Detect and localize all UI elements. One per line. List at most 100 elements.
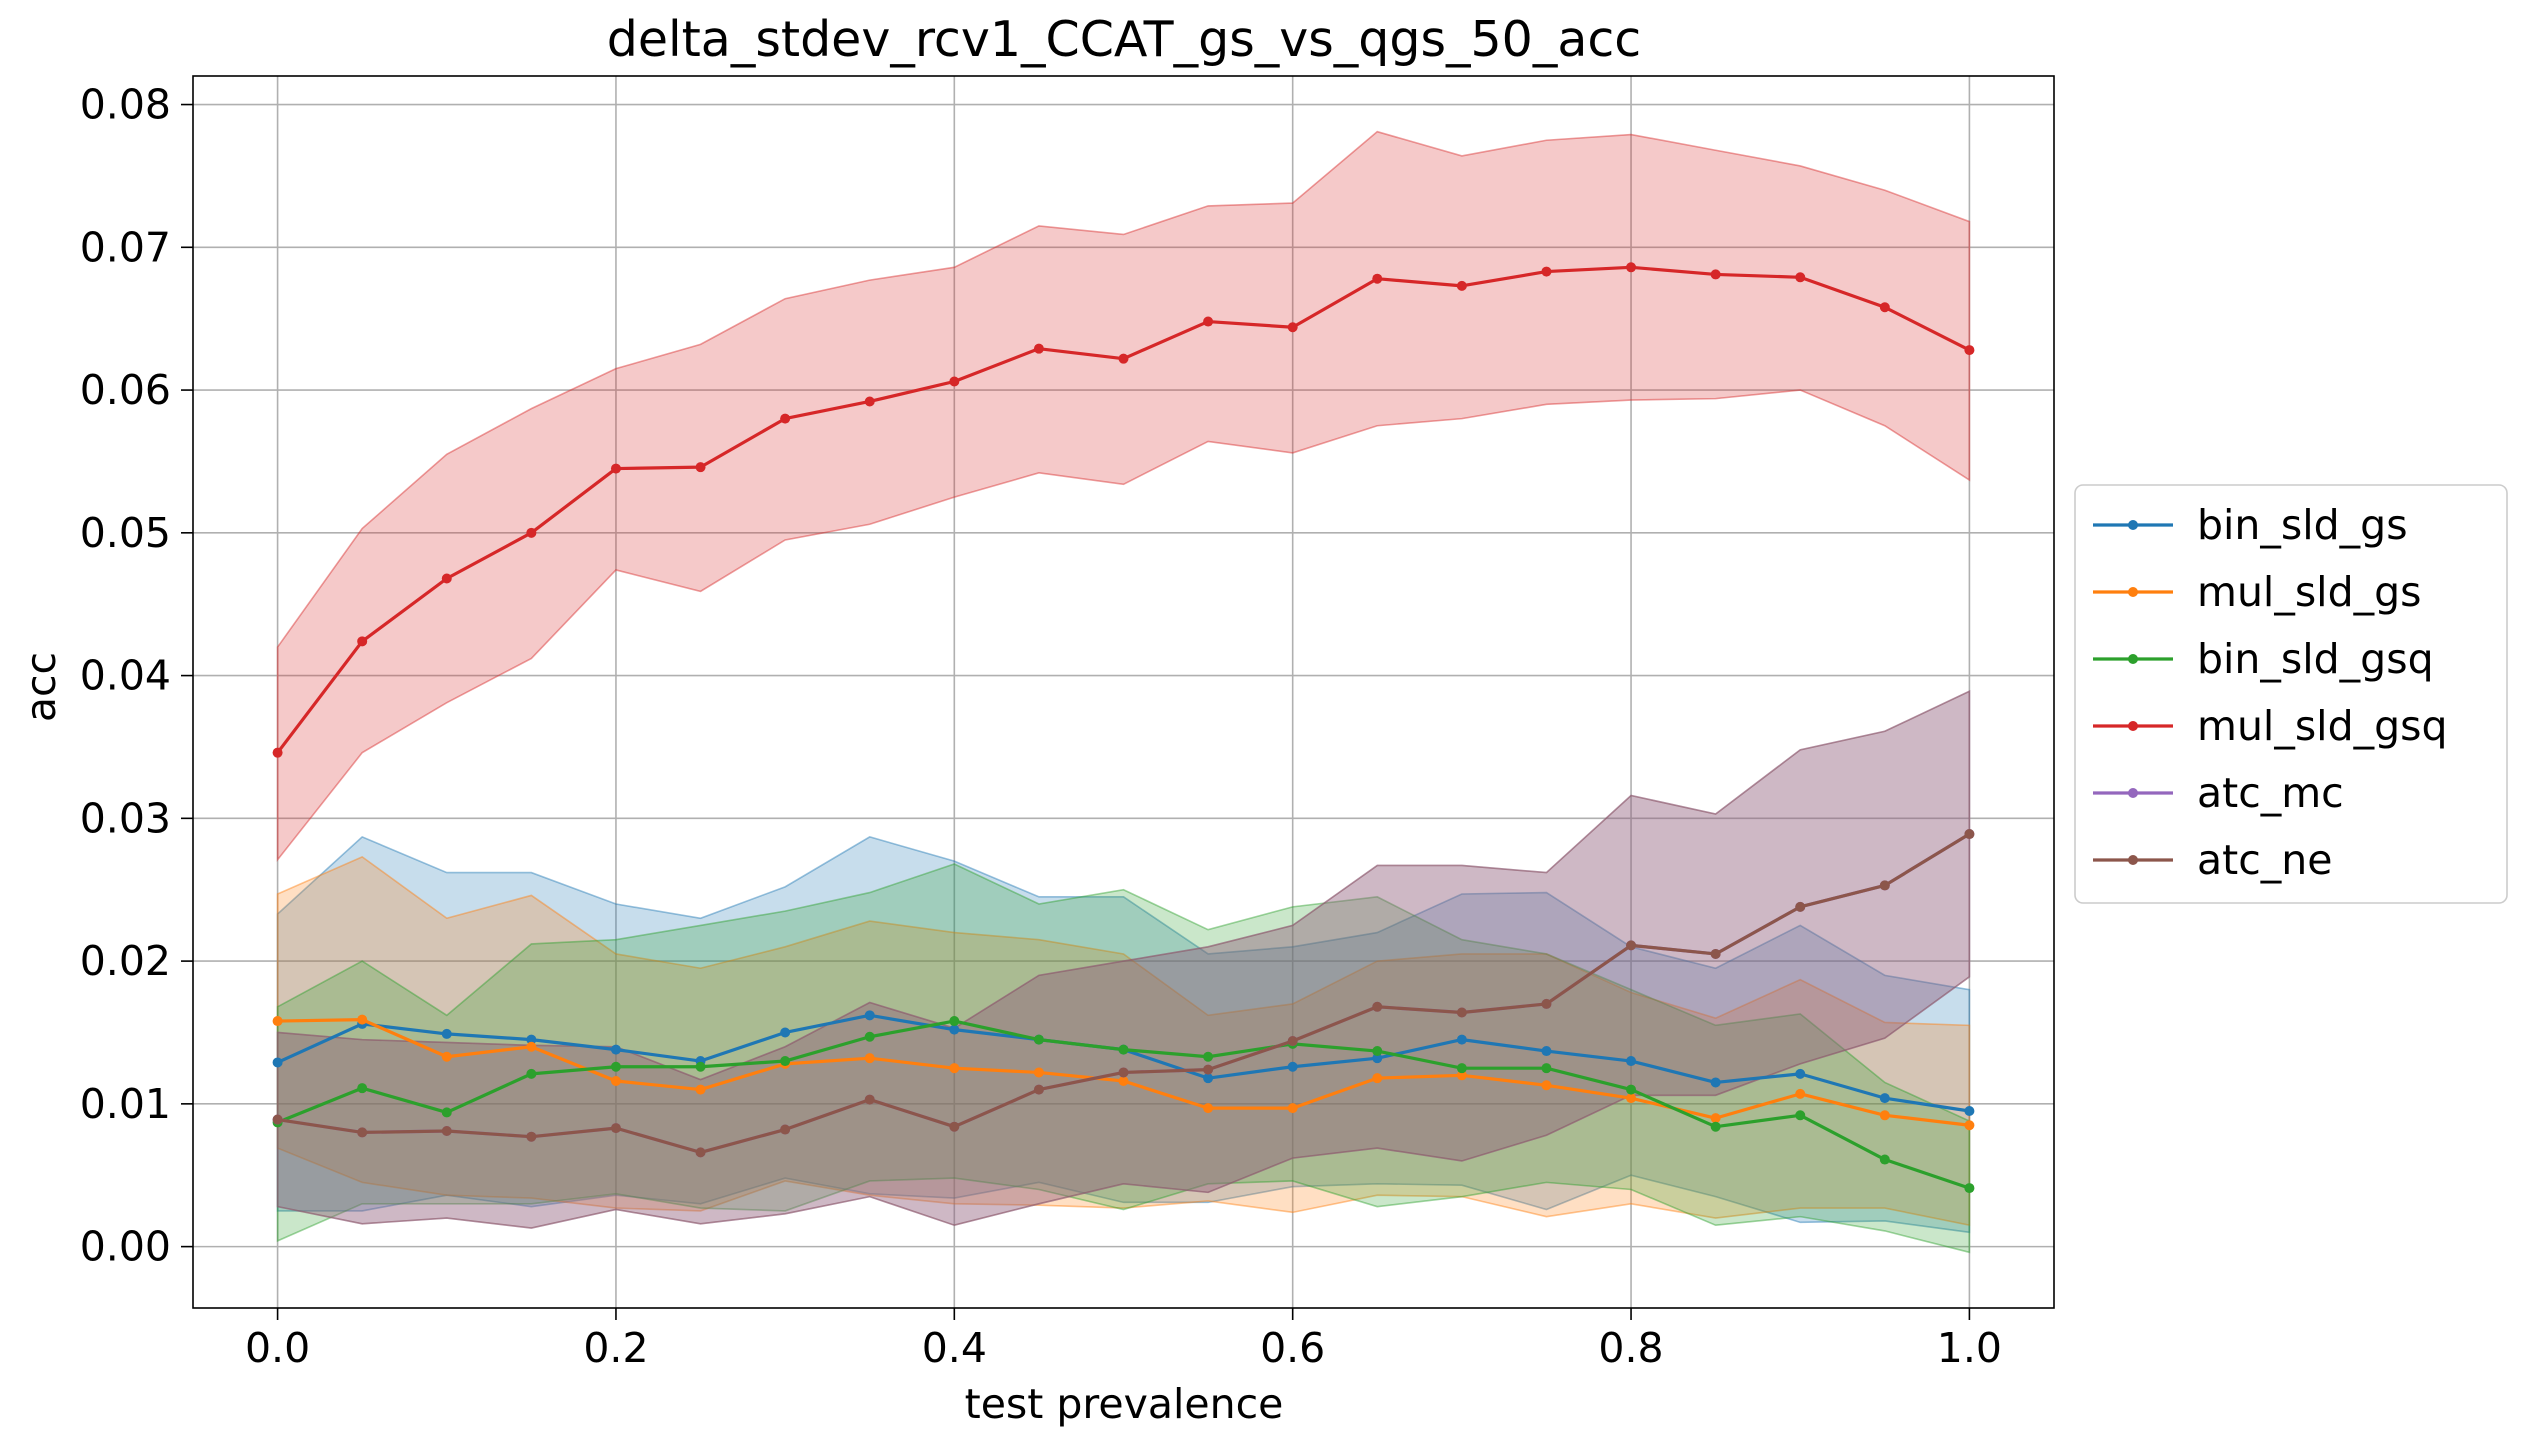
point-bin_sld_gs: [864, 1010, 875, 1021]
legend-marker-bin_sld_gsq: [2128, 654, 2138, 664]
x-tick-label: 0.4: [922, 1324, 987, 1372]
x-axis-label: test prevalence: [965, 1380, 1284, 1428]
point-mul_sld_gsq: [864, 396, 875, 407]
point-bin_sld_gs: [272, 1057, 283, 1068]
point-bin_sld_gs: [949, 1024, 960, 1035]
point-bin_sld_gsq: [441, 1107, 452, 1118]
x-tick-label: 0.8: [1598, 1324, 1663, 1372]
point-atc_ne: [780, 1124, 791, 1135]
point-mul_sld_gs: [864, 1053, 875, 1064]
band-mul_sld_gs: [276, 855, 1971, 1227]
point-mul_sld_gsq: [272, 747, 283, 758]
point-mul_sld_gsq: [1203, 316, 1214, 327]
x-tick-label: 0.6: [1260, 1324, 1325, 1372]
point-mul_sld_gsq: [695, 462, 706, 473]
point-atc_ne: [1456, 1007, 1467, 1018]
legend-marker-mul_sld_gs: [2128, 587, 2138, 597]
point-bin_sld_gsq: [1879, 1154, 1890, 1165]
point-bin_sld_gs: [1203, 1073, 1214, 1084]
point-bin_sld_gsq: [1626, 1084, 1637, 1095]
legend: bin_sld_gs mul_sld_gs bin_sld_gsq mul_sld_g…: [2074, 484, 2508, 904]
y-tick-label: 0.02: [80, 937, 171, 985]
plot-frame: [192, 75, 2055, 1309]
point-mul_sld_gs: [1118, 1076, 1129, 1087]
point-mul_sld_gs: [1203, 1103, 1214, 1114]
point-mul_sld_gsq: [1795, 272, 1806, 283]
point-bin_sld_gsq: [1118, 1044, 1129, 1055]
point-bin_sld_gs: [1710, 1077, 1721, 1088]
point-mul_sld_gsq: [441, 573, 452, 584]
point-mul_sld_gs: [1456, 1070, 1467, 1081]
point-atc_ne: [1879, 880, 1890, 891]
point-bin_sld_gs: [610, 1044, 621, 1055]
y-tick-label: 0.08: [80, 81, 171, 129]
y-axis-label: acc: [17, 652, 65, 722]
point-mul_sld_gsq: [1879, 302, 1890, 313]
point-bin_sld_gs: [1795, 1068, 1806, 1079]
point-bin_sld_gs: [1456, 1034, 1467, 1045]
point-mul_sld_gs: [1287, 1103, 1298, 1114]
point-bin_sld_gsq: [526, 1068, 537, 1079]
point-mul_sld_gs: [1541, 1080, 1552, 1091]
point-bin_sld_gsq: [357, 1083, 368, 1094]
point-bin_sld_gs: [441, 1028, 452, 1039]
point-mul_sld_gs: [1372, 1073, 1383, 1084]
y-tick-label: 0.06: [80, 366, 171, 414]
y-tick-label: 0.03: [80, 794, 171, 842]
point-mul_sld_gsq: [1033, 343, 1044, 354]
point-mul_sld_gsq: [610, 463, 621, 474]
legend-marker-mul_sld_gsq: [2128, 721, 2138, 731]
point-atc_ne: [526, 1131, 537, 1142]
point-mul_sld_gs: [1879, 1110, 1890, 1121]
point-atc_ne: [949, 1121, 960, 1132]
point-bin_sld_gsq: [949, 1016, 960, 1027]
point-mul_sld_gsq: [1541, 266, 1552, 277]
point-mul_sld_gs: [1795, 1088, 1806, 1099]
point-bin_sld_gsq: [1541, 1063, 1552, 1074]
point-bin_sld_gsq: [1456, 1063, 1467, 1074]
point-mul_sld_gs: [1626, 1093, 1637, 1104]
point-atc_ne: [1287, 1036, 1298, 1047]
point-bin_sld_gs: [1626, 1056, 1637, 1067]
legend-label-atc_ne: atc_ne: [2197, 836, 2332, 884]
point-mul_sld_gsq: [1626, 262, 1637, 273]
point-atc_ne: [695, 1147, 706, 1158]
point-atc_ne: [1118, 1067, 1129, 1078]
point-mul_sld_gsq: [949, 376, 960, 387]
point-atc_ne: [1372, 1001, 1383, 1012]
point-bin_sld_gsq: [695, 1061, 706, 1072]
point-bin_sld_gs: [780, 1027, 791, 1038]
legend-label-bin_sld_gs: bin_sld_gs: [2197, 501, 2408, 549]
y-tick-label: 0.01: [80, 1080, 171, 1128]
grid-lines: [193, 76, 2054, 1308]
y-tick-label: 0.07: [80, 223, 171, 271]
point-mul_sld_gsq: [1372, 273, 1383, 284]
point-bin_sld_gsq: [1203, 1051, 1214, 1062]
point-atc_ne: [864, 1094, 875, 1105]
point-mul_sld_gs: [272, 1016, 283, 1027]
point-atc_ne: [1541, 998, 1552, 1009]
band-mul_sld_gsq: [276, 130, 1971, 863]
series-lines: [272, 262, 1975, 1194]
point-bin_sld_gsq: [864, 1031, 875, 1042]
point-bin_sld_gsq: [1710, 1121, 1721, 1132]
y-tick-label: 0.00: [80, 1223, 171, 1271]
point-mul_sld_gsq: [780, 413, 791, 424]
legend-marker-atc_mc: [2128, 788, 2138, 798]
point-mul_sld_gsq: [1287, 322, 1298, 333]
point-bin_sld_gsq: [1964, 1183, 1975, 1194]
axis-ticks: 0.0 0.2 0.4 0.6 0.8 1.0 0.00 0.01 0.02 0.03 0.04 0.…: [80, 81, 2002, 1372]
point-bin_sld_gsq: [1372, 1046, 1383, 1057]
point-atc_ne: [272, 1114, 283, 1125]
point-bin_sld_gs: [1879, 1093, 1890, 1104]
legend-label-mul_sld_gs: mul_sld_gs: [2197, 568, 2421, 616]
point-bin_sld_gsq: [1033, 1034, 1044, 1045]
point-atc_ne: [1033, 1084, 1044, 1095]
point-atc_ne: [610, 1123, 621, 1134]
point-atc_ne: [357, 1127, 368, 1138]
point-bin_sld_gs: [526, 1034, 537, 1045]
legend-frame: [2074, 484, 2508, 904]
point-bin_sld_gs: [1964, 1105, 1975, 1116]
x-tick-label: 0.0: [245, 1324, 310, 1372]
